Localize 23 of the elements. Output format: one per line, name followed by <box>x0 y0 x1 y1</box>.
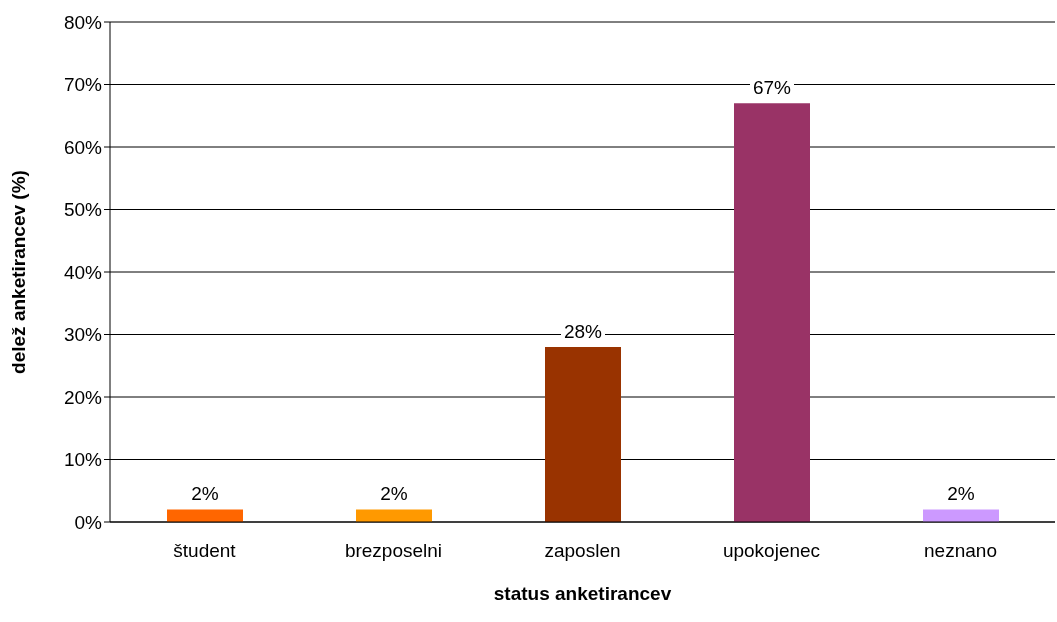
x-tick-label: študent <box>173 540 237 562</box>
x-tick-label: zaposlen <box>544 540 621 562</box>
y-tick-label: 30% <box>63 324 103 346</box>
y-tick-label: 80% <box>63 11 103 33</box>
bar <box>545 347 621 522</box>
x-axis-title: status anketirancev <box>493 583 672 604</box>
data-label: 2% <box>947 483 975 504</box>
x-tick-label: neznano <box>924 540 997 562</box>
x-tick-label: upokojenec <box>722 540 821 562</box>
y-tick-label: 70% <box>63 74 103 96</box>
y-axis-title: delež anketirancev (%) <box>7 170 29 374</box>
y-tick-label: 20% <box>63 386 103 408</box>
data-label: 28% <box>563 320 603 342</box>
y-tick-label: 50% <box>63 199 103 221</box>
data-label: 67% <box>752 76 792 98</box>
data-label: 2% <box>380 483 408 504</box>
y-tick-label: 10% <box>63 449 103 471</box>
y-tick-label: 0% <box>74 511 103 533</box>
y-tick-label: 40% <box>63 261 103 283</box>
data-label: 2% <box>191 483 219 504</box>
bar <box>734 103 810 522</box>
y-tick-label: 60% <box>63 136 103 158</box>
x-tick-label: brezposelni <box>344 540 443 562</box>
